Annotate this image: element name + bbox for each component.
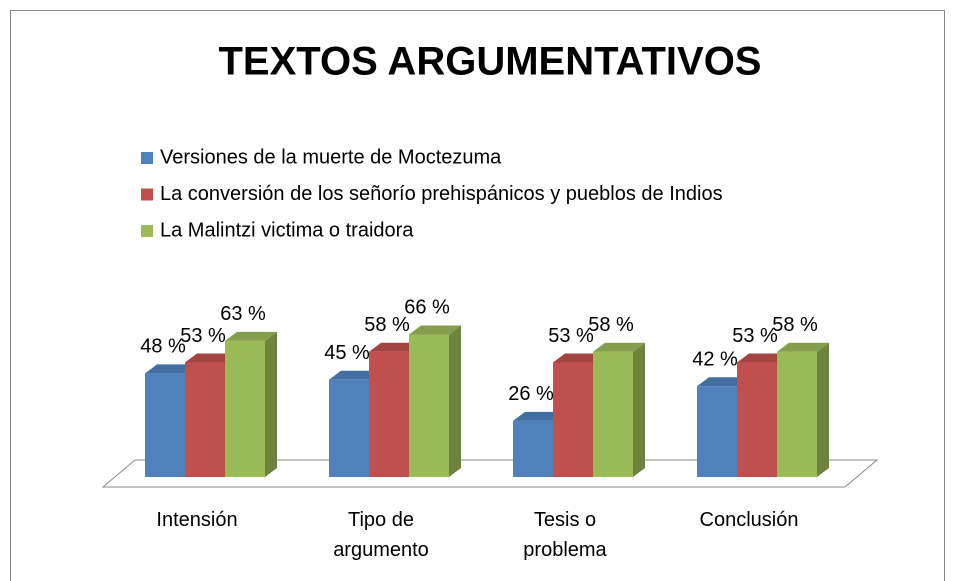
bar-top (185, 353, 237, 363)
bar-side (633, 342, 645, 477)
value-label: 53 % (180, 325, 226, 347)
legend-swatch (141, 152, 153, 164)
bar (697, 386, 737, 477)
bar-top (329, 370, 381, 380)
bar-top (697, 377, 749, 387)
value-label: 45 % (324, 342, 370, 364)
x-tick-label: Conclusión (699, 509, 799, 531)
bar (593, 351, 633, 477)
bar-top (553, 353, 605, 363)
bar-side (265, 331, 277, 477)
value-label: 48 % (140, 336, 186, 358)
chart-frame (10, 10, 945, 581)
legend-label: La Malintzi victima o traidora (160, 219, 414, 241)
bar (737, 362, 777, 477)
bar (777, 351, 817, 477)
bar-top (513, 411, 565, 421)
bar-top (225, 331, 277, 341)
bar-top (409, 325, 461, 335)
bar (409, 334, 449, 477)
value-label: 53 % (548, 325, 594, 347)
legend-label: La conversión de los señorío prehispánic… (160, 183, 723, 205)
bar (513, 420, 553, 477)
floor (101, 459, 879, 488)
value-label: 58 % (772, 314, 818, 336)
value-label: 66 % (404, 297, 450, 319)
bar (185, 362, 225, 477)
bar-top (777, 342, 829, 352)
value-label: 58 % (364, 314, 410, 336)
bar-top (145, 364, 197, 374)
bar (145, 373, 185, 477)
x-tick-label: Tipo de argumento (333, 509, 429, 561)
value-label: 58 % (588, 314, 634, 336)
value-label: 63 % (220, 303, 266, 325)
bar (329, 379, 369, 477)
legend-swatch (141, 225, 153, 237)
legend-swatch (141, 188, 153, 201)
value-label: 53 % (732, 325, 778, 347)
chart-title: TEXTOS ARGUMENTATIVOS (219, 40, 762, 84)
bar-side (817, 342, 829, 477)
bar-top (369, 342, 421, 352)
bar (553, 362, 593, 477)
bar-top (737, 353, 789, 363)
legend-label: Versiones de la muerte de Moctezuma (160, 146, 502, 168)
x-tick-label: Intensión (156, 509, 238, 531)
bar (369, 351, 409, 477)
bar-top (593, 342, 645, 352)
bar (225, 340, 265, 477)
x-tick-label: Tesis o problema (523, 509, 607, 561)
value-label: 42 % (692, 349, 738, 371)
value-label: 26 % (508, 383, 554, 405)
bar-side (449, 325, 461, 477)
